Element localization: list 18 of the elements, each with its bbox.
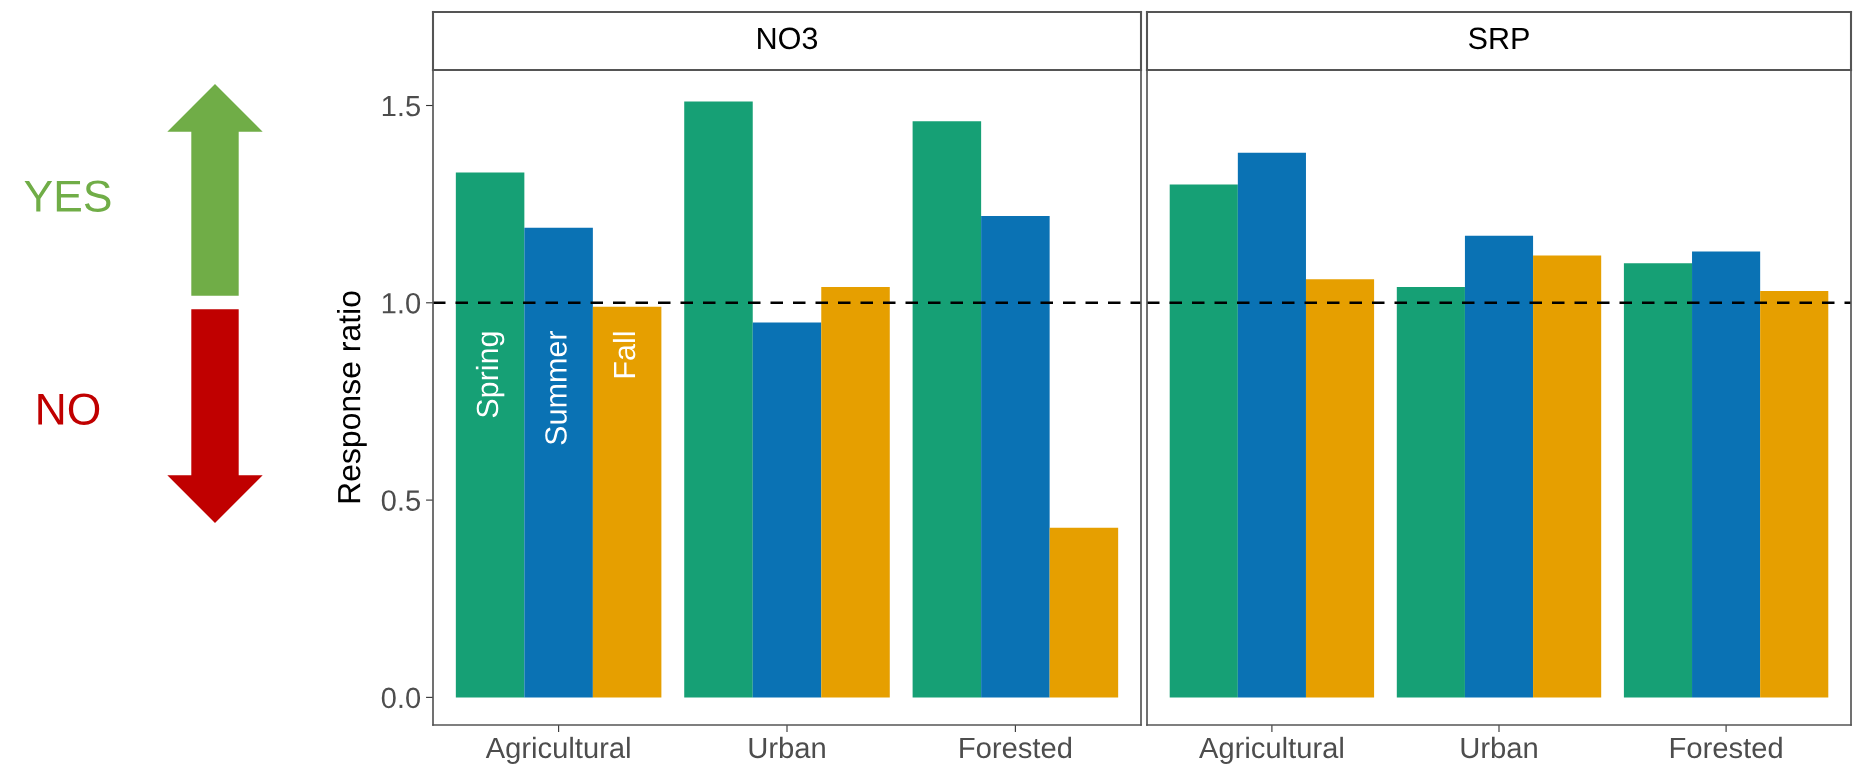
x-tick-label: Agricultural: [485, 736, 630, 764]
y-axis-title: Response ratio: [336, 291, 367, 503]
x-tick-label: Forested: [1670, 736, 1782, 759]
text: YES: [24, 180, 111, 212]
x-tick-label: Forested: [960, 736, 1072, 759]
chart-title: NO3: [758, 27, 818, 50]
y-tick-label: 0.5: [381, 490, 420, 511]
chart-title: SRP: [1468, 27, 1529, 50]
y-tick-label: 1.5: [382, 96, 420, 117]
series-label: Summer: [545, 330, 567, 445]
series-label: Fall: [612, 332, 636, 378]
x-tick-label: Urban: [749, 736, 825, 759]
y-tick-label: 0.0: [381, 687, 421, 709]
x-tick-label: Agricultural: [1199, 736, 1343, 764]
y-tick-label: 1.0: [382, 293, 421, 314]
series-label: Spring: [475, 332, 505, 418]
x-tick-label: Urban: [1461, 736, 1537, 759]
text: NO: [38, 393, 100, 425]
